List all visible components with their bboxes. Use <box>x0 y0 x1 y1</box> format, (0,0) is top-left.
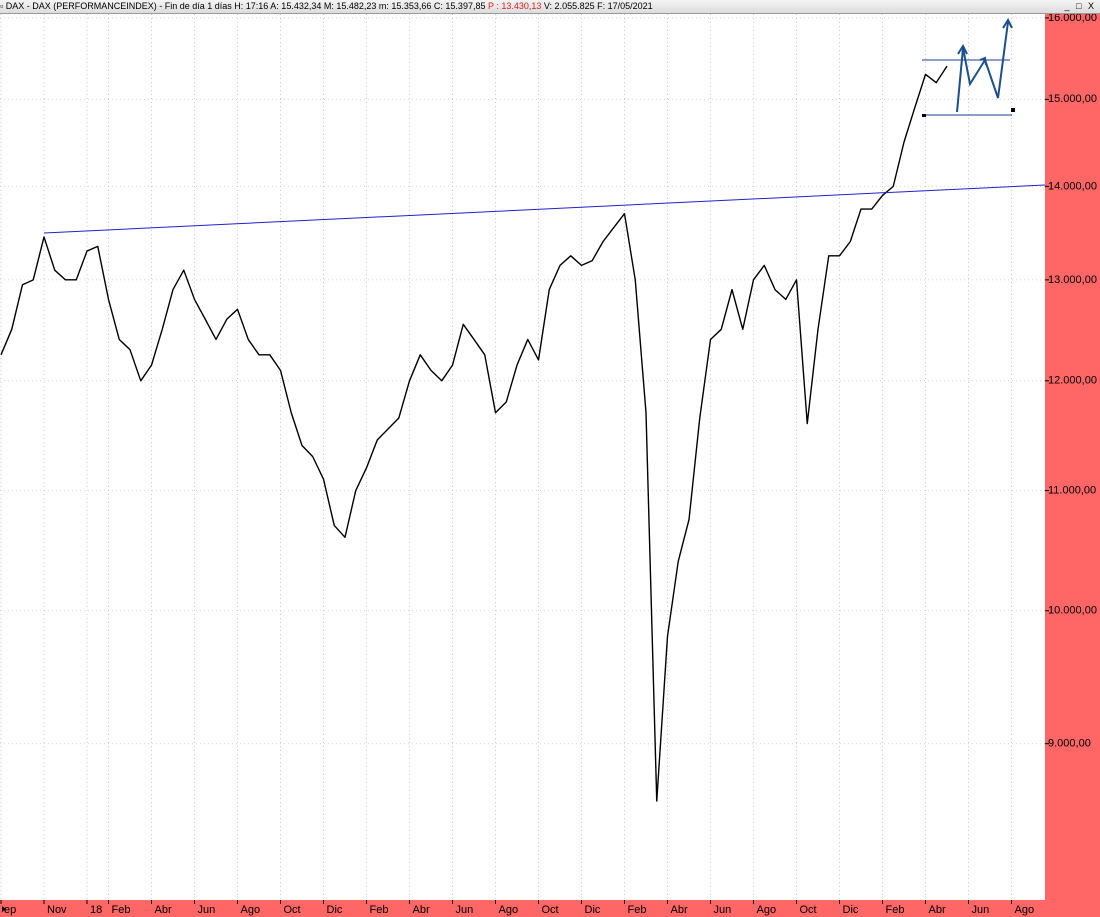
grid <box>0 14 1045 900</box>
drawings <box>43 17 1046 234</box>
x-tick-label: Dic <box>843 904 859 916</box>
title-bar: ▫ DAX - DAX (PERFORMANCEINDEX) - Fin de … <box>0 0 1100 14</box>
price-line <box>0 65 948 802</box>
x-axis-panel <box>0 900 1045 917</box>
x-tick-label: Ago <box>757 904 777 916</box>
x-tick-label: Oct <box>542 904 559 916</box>
x-tick-label: Jun <box>714 904 732 916</box>
doc-icon: ▫ <box>0 1 6 11</box>
y-tick-label: 10.000,00 <box>1048 605 1097 617</box>
y-tick-label: 14.000,00 <box>1048 180 1097 192</box>
y-tick-label: 12.000,00 <box>1048 375 1097 387</box>
x-tick-label: Abr <box>413 904 430 916</box>
anchor <box>922 114 926 117</box>
x-tick-label: Abr <box>929 904 946 916</box>
y-tick-label: 16.000,00 <box>1048 14 1097 24</box>
x-tick-label: Feb <box>370 904 389 916</box>
y-tick-label: 15.000,00 <box>1048 93 1097 105</box>
y-tick-label: 9.000,00 <box>1048 738 1091 750</box>
title-text: DAX - DAX (PERFORMANCEINDEX) - Fin de dí… <box>5 1 232 11</box>
p-value: P : 13.430,13 <box>487 1 542 11</box>
quote-info: H: 17:16 A: 15.432,34 M: 15.482,23 m: 15… <box>234 1 486 11</box>
x-tick-label: 18 <box>90 904 102 916</box>
x-tick-label: Feb <box>112 904 131 916</box>
y-axis-panel <box>1045 14 1100 917</box>
x-tick-label: Jun <box>198 904 216 916</box>
arrow-head <box>979 56 987 66</box>
arrow-head <box>957 43 968 55</box>
trend-line <box>43 184 1046 234</box>
y-tick-label: 11.000,00 <box>1048 484 1096 496</box>
y-tick-label: 13.000,00 <box>1048 274 1097 286</box>
chart: 9.000,00 10.000,00 11.000,00 12.000,00 13.00… <box>0 14 1100 917</box>
quote-info-2: V: 2.055.825 F: 17/05/2021 <box>543 1 653 11</box>
x-tick-label: Ago <box>241 904 261 916</box>
x-tick-label: Feb <box>886 904 905 916</box>
window-controls[interactable]: _ □ X <box>1064 1 1096 11</box>
x-tick-label: Nov <box>47 904 67 916</box>
x-tick-label: Ago <box>499 904 519 916</box>
x-tick-label: Dic <box>585 904 601 916</box>
scroll-arrow[interactable] <box>2 906 6 912</box>
x-tick-label: Abr <box>671 904 688 916</box>
x-tick-label: Dic <box>327 904 343 916</box>
x-tick-label: Feb <box>628 904 647 916</box>
x-tick-label: Ago <box>1015 904 1035 916</box>
forecast-arrows <box>956 21 1009 113</box>
x-tick-label: Oct <box>800 904 817 916</box>
arrow-head <box>1002 17 1013 29</box>
series-layer <box>0 65 948 802</box>
anchor <box>1011 108 1015 112</box>
x-tick-label: Abr <box>155 904 172 916</box>
x-tick-label: Jun <box>456 904 474 916</box>
x-tick-label: ep <box>4 904 16 916</box>
x-tick-label: Oct <box>284 904 301 916</box>
x-tick-label: Jun <box>972 904 990 916</box>
